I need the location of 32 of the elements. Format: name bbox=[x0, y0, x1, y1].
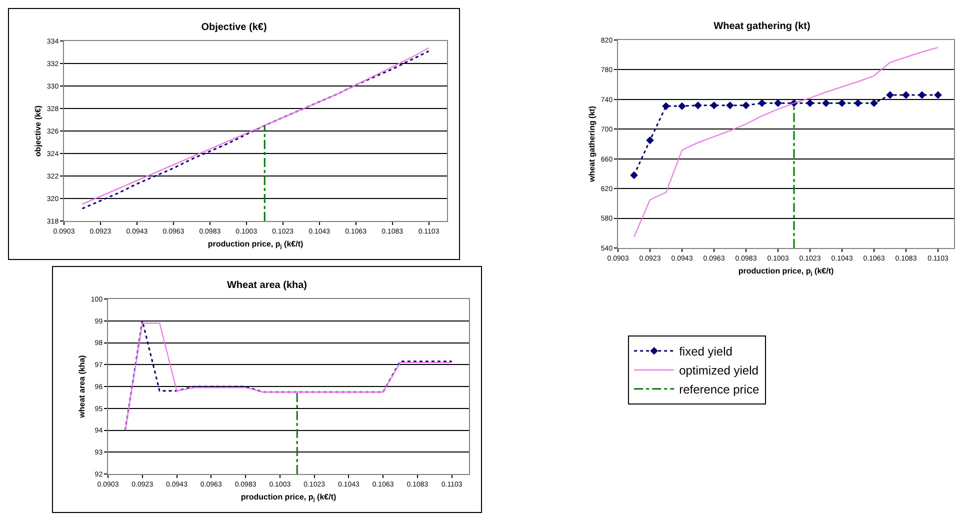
point bbox=[678, 102, 686, 110]
y-axis-title: wheat gathering (kt) bbox=[588, 106, 597, 184]
point bbox=[742, 101, 750, 110]
line-series bbox=[634, 46, 938, 238]
point bbox=[902, 91, 910, 99]
point bbox=[646, 136, 654, 144]
chart-title: Wheat area (kha) bbox=[226, 280, 308, 291]
point bbox=[886, 91, 894, 99]
y-axis-title: objective (k€) bbox=[34, 105, 43, 157]
point bbox=[822, 99, 830, 108]
point bbox=[870, 99, 878, 108]
point bbox=[838, 99, 846, 108]
chart-title: Objective (k€) bbox=[201, 22, 267, 33]
chart-title: Wheat gathering (kt) bbox=[714, 21, 810, 32]
x-axis-title: production price, p$_{j}$ (k€/t) bbox=[208, 240, 304, 250]
point bbox=[774, 99, 782, 108]
point bbox=[710, 101, 718, 110]
legend-label: reference price bbox=[679, 382, 760, 397]
point bbox=[918, 91, 926, 99]
point bbox=[806, 99, 814, 108]
point bbox=[694, 101, 702, 110]
point bbox=[854, 99, 862, 108]
x-axis-title: production price, p$_{j}$ (k€/t) bbox=[738, 266, 834, 278]
x-axis-title: production price, p$_{j}$ (k€/t) bbox=[240, 492, 337, 504]
point bbox=[758, 99, 766, 108]
point bbox=[934, 91, 942, 99]
point bbox=[662, 102, 670, 110]
legend-label: fixed yield bbox=[679, 344, 732, 359]
point bbox=[726, 101, 734, 110]
y-axis-title: wheat area (kha) bbox=[78, 354, 87, 419]
point bbox=[630, 171, 638, 180]
legend-label: optimized yield bbox=[679, 364, 758, 378]
